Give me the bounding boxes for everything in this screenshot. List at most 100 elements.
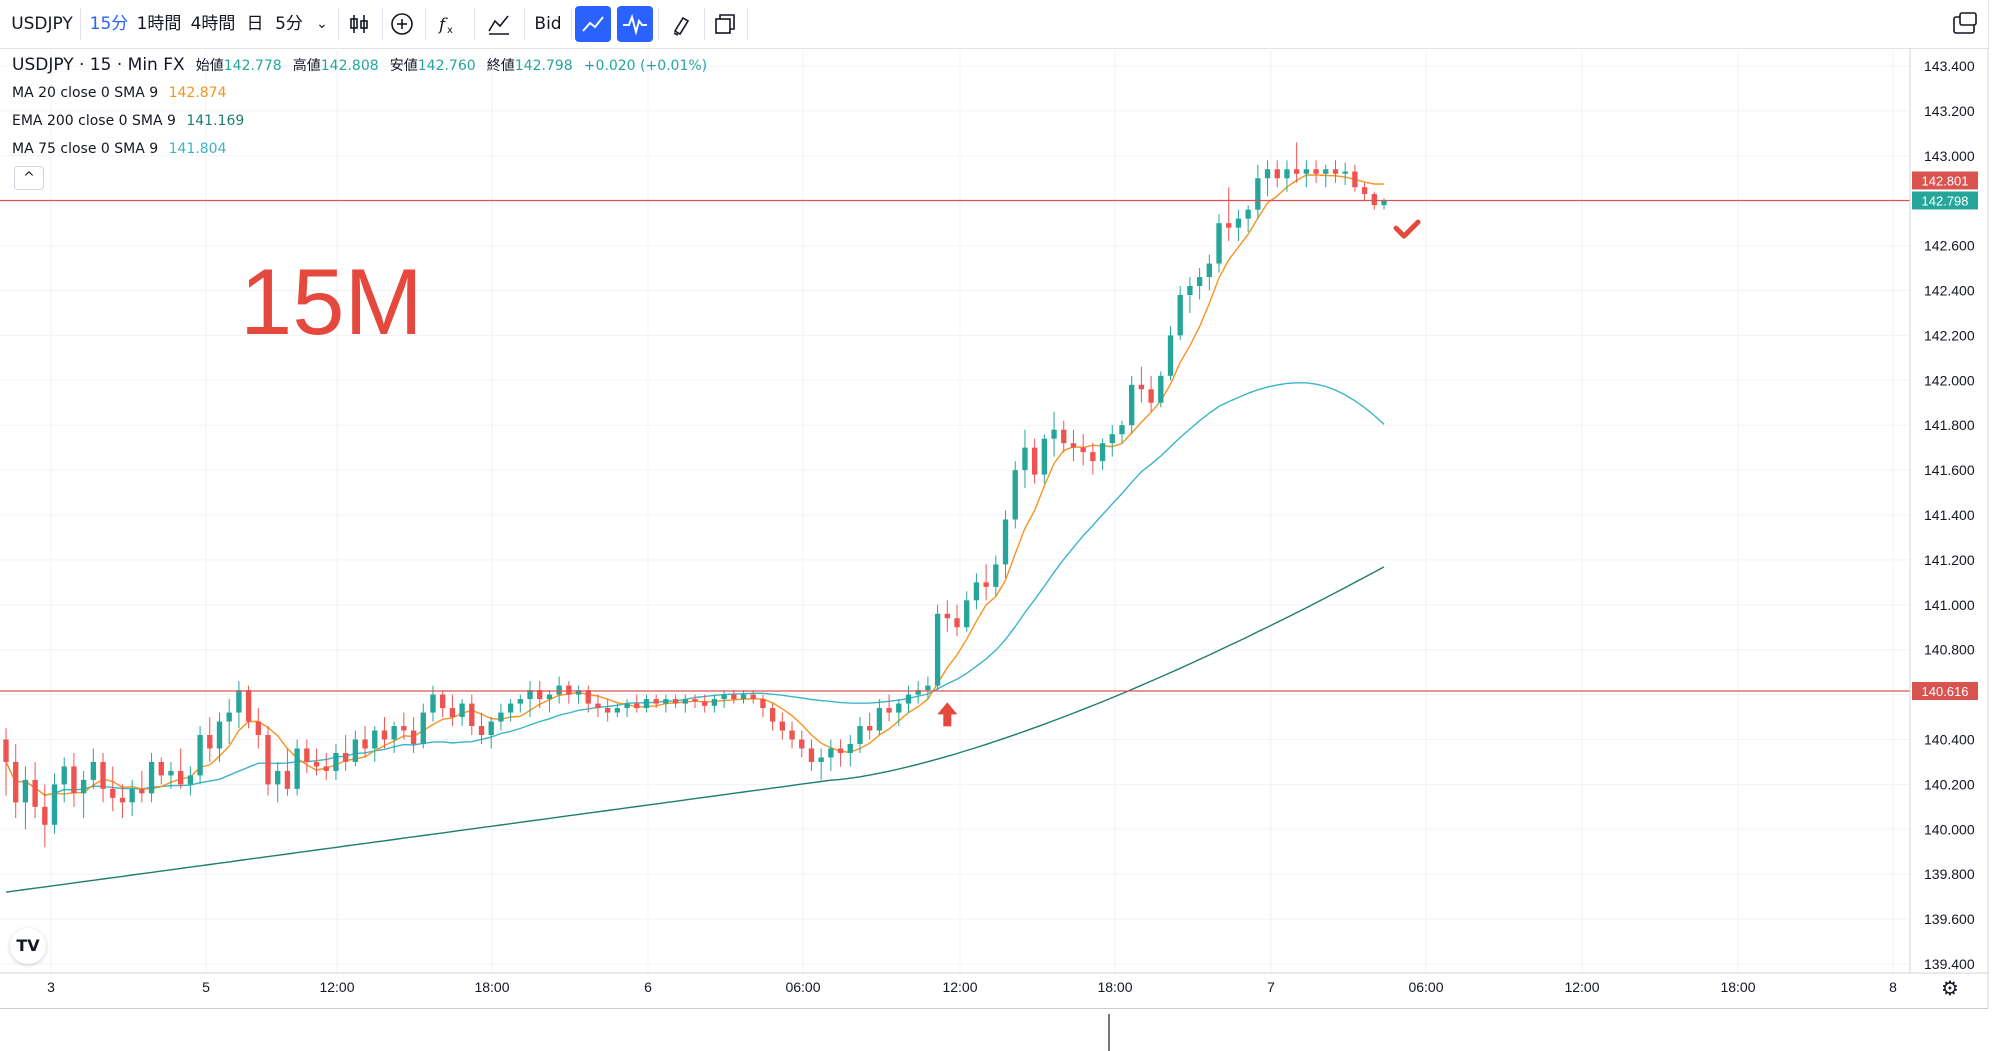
financials-chart-icon[interactable] [484, 9, 514, 39]
legend-high-value: 142.808 [320, 58, 379, 74]
symbol-search-button[interactable]: USDJPY [11, 14, 73, 34]
interval-dropdown-chevron-icon[interactable]: ⌄ [316, 16, 328, 32]
chart-settings-gear-icon[interactable]: ⚙ [1941, 976, 1959, 1000]
legend-close-label: 終値 [486, 58, 515, 74]
candle-body [1332, 169, 1339, 174]
timeframe-annotation-text: 15M [240, 249, 423, 354]
candle-body [333, 752, 339, 771]
candle-body [1148, 389, 1154, 403]
time-tick-label: 3 [47, 979, 55, 995]
candle-body [789, 730, 795, 740]
candle-body [1381, 200, 1387, 206]
price-tick-label: 140.400 [1924, 732, 1975, 748]
candle-body [275, 770, 281, 785]
candle-body [469, 703, 475, 727]
candle-body [692, 699, 698, 702]
candle-body [1031, 447, 1038, 475]
ema200-path [5, 566, 1385, 893]
candle-body [1099, 443, 1106, 462]
candle-body [711, 699, 718, 706]
interval-4h-button[interactable]: 4時間 [190, 14, 236, 34]
candle-body [1226, 223, 1232, 228]
candle-body [32, 779, 38, 807]
bid-button[interactable]: Bid [534, 14, 562, 34]
candle-body [867, 726, 873, 731]
trend-line-icon [582, 16, 604, 32]
legend-open-value: 142.778 [223, 58, 282, 74]
price-axis: 143.400143.200143.000142.800142.600142.4… [1909, 48, 1989, 1008]
time-tick-label: 06:00 [785, 979, 820, 995]
interval-5m-button[interactable]: 5分 [275, 14, 303, 34]
ma75-line [5, 382, 1385, 796]
tradingview-logo-icon[interactable]: TV [10, 928, 46, 964]
candle-body [537, 690, 543, 700]
candle-body [440, 694, 446, 709]
compare-add-icon[interactable] [387, 9, 417, 39]
window-popout-icon[interactable] [1950, 9, 1980, 39]
svg-text:x: x [447, 25, 453, 36]
legend-open-label: 始値 [195, 58, 224, 74]
price-tick-label: 140.200 [1924, 776, 1975, 792]
candle-body [604, 708, 611, 713]
price-chart[interactable]: 143.400143.200143.000142.800142.600142.4… [0, 48, 2000, 1008]
brush-icon[interactable] [666, 9, 696, 39]
divider-line [1108, 1014, 1110, 1051]
candle-body [13, 761, 19, 803]
ma75-legend[interactable]: MA 75 close 0 SMA 9 141.804 [12, 141, 233, 157]
candle-body [983, 582, 989, 587]
candle-body [42, 806, 48, 825]
time-tick-label: 5 [202, 979, 210, 995]
legend-change-value: +0.020 (+0.01%) [583, 58, 708, 74]
ema200-legend[interactable]: EMA 200 close 0 SMA 9 141.169 [12, 113, 250, 129]
candle-body [187, 775, 194, 785]
ma75-path [5, 382, 1385, 796]
check-annotation [1393, 219, 1421, 239]
last-price-badge: 142.798 [1922, 193, 1969, 208]
candle-body [449, 708, 456, 718]
candle-body [478, 726, 485, 736]
interval-1h-button[interactable]: 1時間 [136, 14, 182, 34]
candle-body [459, 703, 465, 718]
candle-body [1138, 384, 1145, 390]
candle-body [1119, 425, 1125, 435]
candle-body [352, 739, 359, 762]
candle-body [1342, 171, 1348, 174]
candle-body [1245, 209, 1251, 219]
candle-body [90, 761, 97, 780]
toolbar-divider [474, 8, 475, 40]
ma20-legend[interactable]: MA 20 close 0 SMA 9 142.874 [12, 85, 233, 101]
candle-body [1109, 434, 1115, 444]
interval-day-button[interactable]: 日 [246, 14, 264, 34]
candle-body [517, 699, 523, 704]
candle-body [1255, 178, 1261, 210]
candle-body [750, 694, 756, 700]
layout-copy-icon[interactable] [710, 9, 740, 39]
candle-body [1080, 447, 1086, 453]
candle-body [954, 618, 960, 628]
candle-body [682, 699, 688, 704]
chart-wave-toggle-button[interactable] [617, 6, 653, 42]
interval-15m-button[interactable]: 15分 [89, 14, 129, 34]
candle-body [158, 761, 164, 776]
price-tick-label: 141.800 [1924, 417, 1975, 433]
price-tick-label: 139.400 [1924, 956, 1975, 972]
candles-style-icon[interactable] [344, 9, 374, 39]
candle-body [876, 708, 883, 731]
chart-line-toggle-button[interactable] [575, 6, 611, 42]
collapse-legend-chevron-up-icon[interactable]: ^ [14, 166, 44, 190]
price-tick-label: 143.000 [1924, 148, 1975, 164]
candle-body [1041, 438, 1048, 475]
legend-low-label: 安値 [389, 58, 418, 74]
candle-body [1002, 519, 1009, 565]
lower-line-price-badge-bg [1912, 682, 1978, 701]
candle-body [1274, 169, 1280, 179]
time-tick-label: 06:00 [1408, 979, 1443, 995]
candle-body [255, 721, 261, 736]
candle-body [1129, 384, 1135, 426]
candle-body [1235, 218, 1242, 228]
legend-symbol: USDJPY · 15 · Min FX [12, 55, 185, 75]
price-tick-label: 139.800 [1924, 866, 1975, 882]
candles-series [3, 142, 1387, 848]
